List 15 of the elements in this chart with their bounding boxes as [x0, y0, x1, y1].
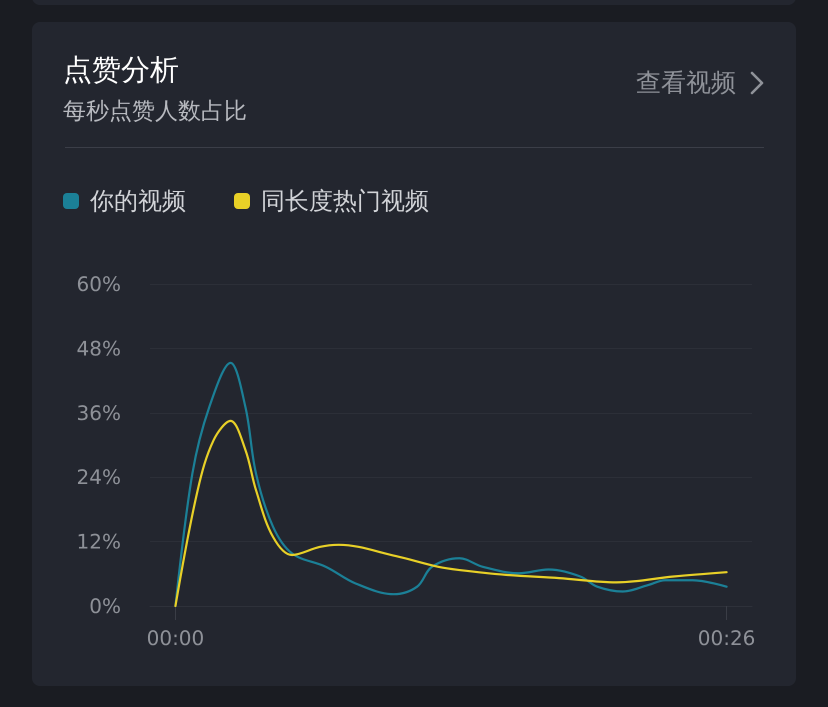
legend-label: 你的视频	[89, 187, 186, 215]
x-tick-label: 00:00	[146, 626, 204, 650]
y-tick-label: 24%	[76, 465, 121, 490]
x-tick-label: 00:26	[698, 626, 756, 650]
text: 查看视频	[636, 67, 736, 99]
chart-subtitle: 每秒点赞人数占比	[63, 98, 247, 124]
y-tick-label: 0%	[89, 594, 121, 618]
y-tick-label: 60%	[76, 272, 121, 296]
chart-title: 点赞分析	[63, 52, 179, 86]
y-tick-label: 36%	[76, 400, 121, 425]
line-series	[174, 420, 728, 608]
line-series	[174, 362, 728, 608]
legend-label: 同长度热门视频	[261, 187, 429, 215]
y-tick-label: 12%	[76, 530, 121, 554]
y-tick-label: 48%	[76, 336, 121, 360]
